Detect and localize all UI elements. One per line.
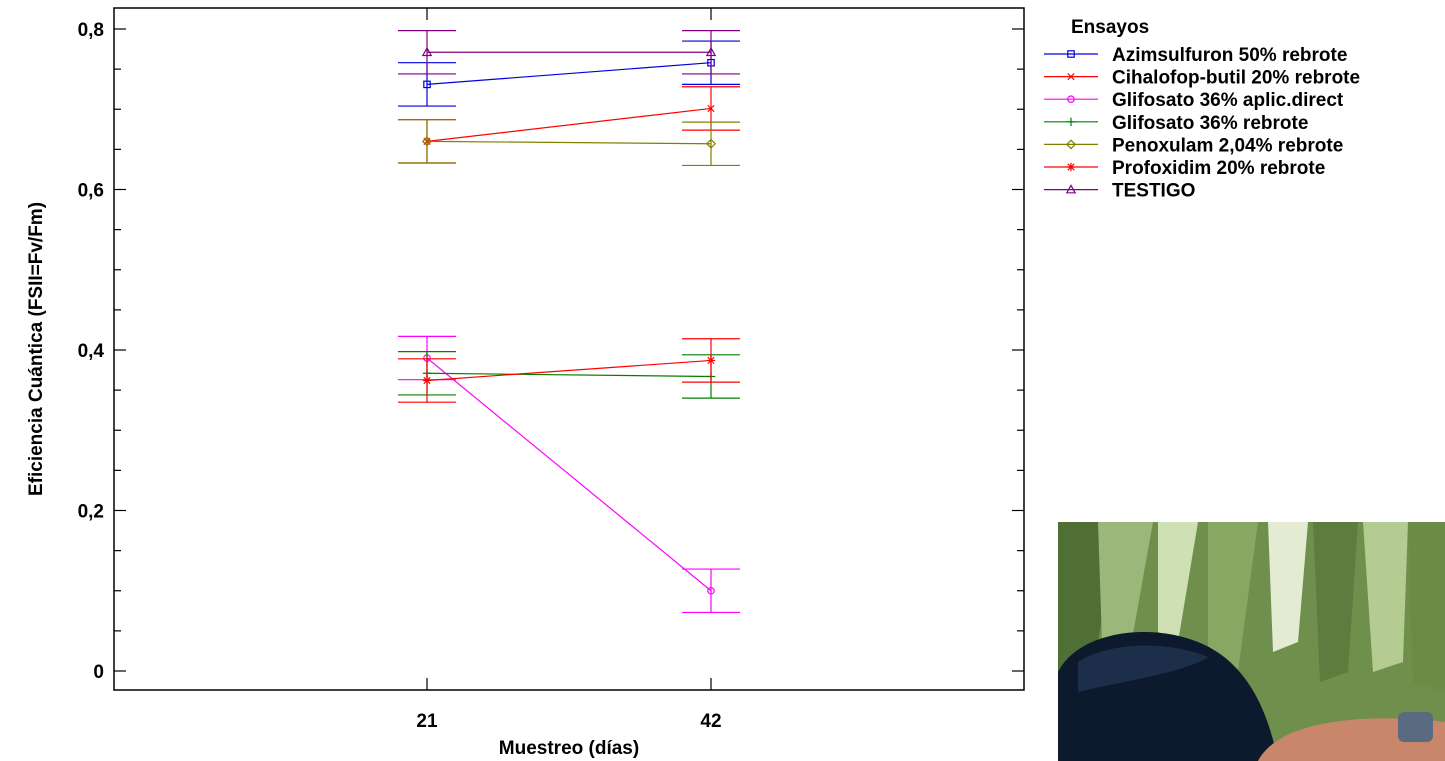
legend-item: Glifosato 36% aplic.direct (1044, 90, 1344, 111)
y-tick-label: 0,8 (78, 20, 104, 41)
series (398, 86, 740, 164)
series-line (426, 372, 712, 378)
point-marker (707, 104, 715, 113)
field-photo-icon (1058, 522, 1445, 761)
legend-item: Azimsulfuron 50% rebrote (1044, 45, 1347, 66)
legend-item: Profoxidim 20% rebrote (1044, 158, 1325, 179)
x-tick-labels: 21 42 (416, 711, 721, 732)
legend-title: Ensayos (1071, 17, 1149, 38)
point-marker (422, 376, 432, 385)
legend-label: Cihalofop-butil 20% rebrote (1112, 68, 1360, 89)
point-marker (1067, 95, 1075, 104)
point-marker (706, 356, 716, 365)
x-tick-label: 42 (700, 711, 721, 732)
y-tick-label: 0,2 (78, 502, 104, 523)
point-marker (705, 138, 717, 149)
legend-label: TESTIGO (1112, 181, 1195, 202)
series-line (426, 359, 712, 382)
axis-ticks (114, 8, 1024, 690)
series (398, 335, 740, 614)
point-marker (707, 586, 715, 595)
legend-label: Glifosato 36% aplic.direct (1112, 90, 1344, 111)
y-tick-label: 0,4 (78, 341, 105, 362)
y-tick-label: 0,6 (78, 181, 104, 202)
series (398, 338, 740, 403)
legend-item: TESTIGO (1044, 181, 1195, 202)
series-line (426, 107, 712, 142)
legend-label: Penoxulam 2,04% rebrote (1112, 135, 1343, 156)
point-marker (1066, 162, 1076, 172)
point-marker (1065, 139, 1077, 150)
point-marker (1066, 117, 1076, 126)
point-marker (1067, 50, 1075, 58)
series-line (426, 140, 712, 145)
legend-item: Glifosato 36% rebrote (1044, 113, 1308, 134)
y-tick-labels: 0 0,2 0,4 0,6 0,8 (78, 20, 105, 683)
legend-item: Cihalofop-butil 20% rebrote (1044, 68, 1360, 89)
legend-item: Penoxulam 2,04% rebrote (1044, 135, 1343, 156)
series (398, 30, 740, 75)
plot-frame (113, 7, 1025, 691)
legend-label: Azimsulfuron 50% rebrote (1112, 45, 1347, 66)
x-axis-label: Muestreo (días) (499, 738, 639, 759)
legend-label: Glifosato 36% rebrote (1112, 113, 1308, 134)
point-marker (421, 136, 433, 147)
point-marker (1067, 72, 1075, 81)
legend: Azimsulfuron 50% rebroteCihalofop-butil … (1044, 45, 1360, 202)
series-line (426, 62, 712, 85)
y-axis-label: Eficiencia Cuántica (FSII=Fv/Fm) (26, 202, 47, 496)
series (398, 119, 740, 167)
point-marker (423, 80, 431, 89)
point-marker (1065, 184, 1077, 194)
legend-label: Profoxidim 20% rebrote (1112, 158, 1325, 179)
point-marker (421, 46, 433, 57)
x-tick-label: 21 (416, 711, 438, 732)
series-layer (398, 30, 740, 614)
series-line (426, 357, 712, 592)
y-tick-label: 0 (93, 662, 104, 683)
point-marker (705, 46, 717, 57)
